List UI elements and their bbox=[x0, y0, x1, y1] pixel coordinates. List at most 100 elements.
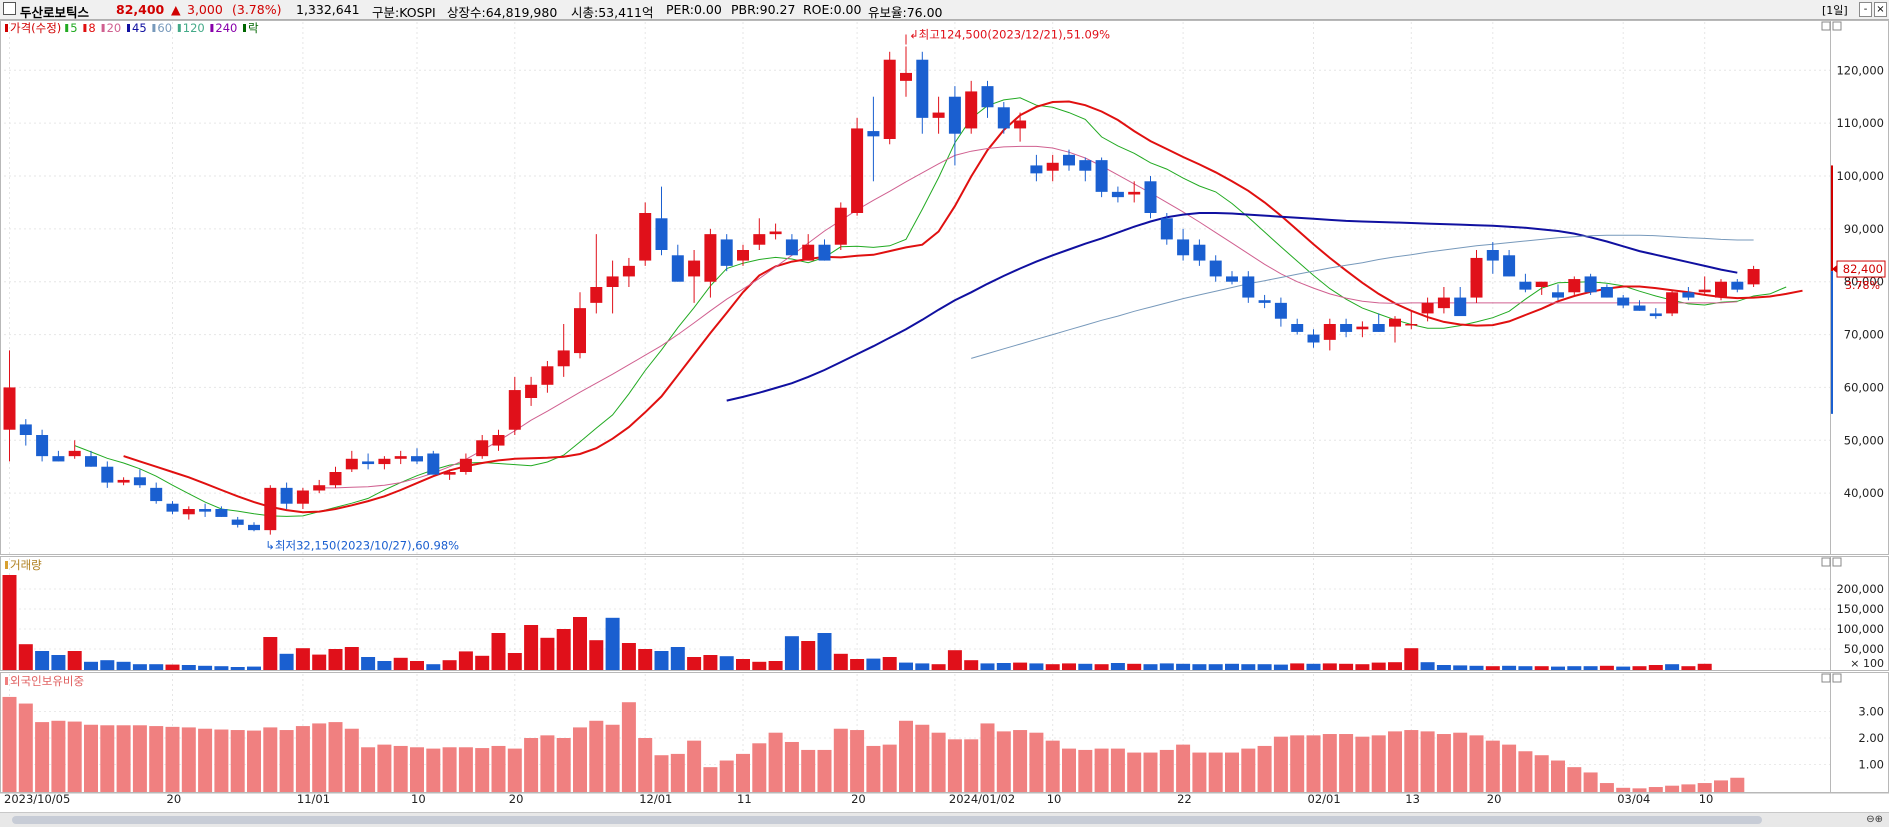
foreign-bar bbox=[1045, 740, 1060, 792]
volume-bar bbox=[393, 657, 408, 670]
foreign-bar bbox=[361, 747, 376, 792]
candle-body bbox=[981, 86, 994, 108]
candle-body bbox=[1568, 279, 1581, 293]
window-menu-icon[interactable] bbox=[3, 2, 16, 15]
price-ytick-label: 110,000 bbox=[1836, 116, 1884, 130]
pbr-value: PBR:90.27 bbox=[731, 2, 796, 17]
candle-body bbox=[753, 234, 766, 245]
foreign-bar bbox=[899, 720, 913, 792]
x-axis-date-label: 22 bbox=[1177, 792, 1192, 806]
candle-body bbox=[655, 218, 668, 250]
candle-body bbox=[215, 509, 228, 517]
candle-body bbox=[508, 390, 521, 430]
price-ytick-label: 90,000 bbox=[1844, 222, 1884, 236]
candle-body bbox=[1715, 281, 1727, 298]
volume-legend-swatch bbox=[5, 561, 8, 569]
volume-ytick-label: 200,000 bbox=[1836, 582, 1884, 596]
candle-body bbox=[362, 461, 375, 465]
foreign-bar bbox=[312, 723, 327, 792]
volume-bar bbox=[1029, 663, 1044, 670]
volume-bar bbox=[1665, 664, 1680, 670]
candle-body bbox=[1340, 324, 1353, 332]
close-icon[interactable]: × bbox=[1874, 2, 1887, 17]
volume-bar bbox=[833, 653, 848, 670]
chart-area[interactable]: 40,000 50,000 60,000 70,000 80,000 90,000 100,… bbox=[0, 20, 1889, 812]
foreign-bar bbox=[51, 720, 66, 792]
candle-body bbox=[834, 207, 847, 245]
zoom-controls[interactable]: ⊖⊕ bbox=[1866, 814, 1883, 825]
price-change: 3,000 bbox=[187, 2, 223, 17]
market-cap: 시총:53,411억 bbox=[571, 5, 654, 20]
foreign-bar bbox=[964, 739, 979, 792]
candle-body bbox=[639, 213, 652, 261]
horizontal-scrollbar[interactable]: ⊖⊕ bbox=[0, 812, 1889, 827]
x-axis-date-label: 10 bbox=[1699, 792, 1714, 806]
foreign-bar bbox=[475, 748, 490, 792]
volume-bar bbox=[1159, 663, 1174, 670]
minimize-icon[interactable]: - bbox=[1859, 2, 1872, 17]
volume-ytick-label: 100,000 bbox=[1836, 622, 1884, 636]
volume-bar bbox=[1273, 664, 1288, 670]
x-axis-date-label: 12/01 bbox=[639, 792, 672, 806]
high-annotation: ↲최고124,500(2023/12/21),51.09% bbox=[909, 28, 1110, 42]
candle-body bbox=[313, 485, 326, 491]
volume-bar bbox=[1436, 665, 1451, 670]
price-ytick-label: 100,000 bbox=[1836, 169, 1884, 183]
volume-bar bbox=[442, 660, 457, 670]
legend-swatch bbox=[101, 24, 105, 32]
volume-bar bbox=[507, 653, 522, 670]
volume-bar bbox=[247, 666, 261, 670]
foreign-bar bbox=[719, 760, 734, 792]
volume-bar bbox=[410, 661, 424, 670]
scrollbar-thumb[interactable] bbox=[12, 816, 1762, 824]
foreign-bar bbox=[1062, 748, 1076, 792]
candle-body bbox=[541, 366, 554, 385]
volume-bar bbox=[1078, 663, 1093, 670]
foreign-bar bbox=[687, 740, 702, 792]
foreign-bar bbox=[556, 738, 571, 792]
volume-bar bbox=[1681, 666, 1696, 670]
volume-bar bbox=[931, 664, 946, 670]
foreign-bar bbox=[638, 738, 653, 792]
roe-value: ROE:0.00 bbox=[803, 2, 862, 17]
candle-body bbox=[1666, 292, 1679, 314]
foreign-bar bbox=[1322, 734, 1337, 792]
foreign-bar bbox=[801, 749, 816, 792]
volume-bar bbox=[915, 663, 930, 670]
foreign-bar bbox=[1404, 730, 1419, 792]
period-selector[interactable]: [1일] bbox=[1822, 4, 1848, 17]
volume-bar bbox=[687, 657, 702, 670]
volume-bar bbox=[784, 636, 799, 670]
volume-bar bbox=[1648, 665, 1663, 670]
stock-name[interactable]: 두산로보틱스 bbox=[20, 5, 90, 20]
volume-bar bbox=[947, 650, 962, 670]
foreign-bar bbox=[1355, 736, 1370, 792]
candle-body bbox=[427, 453, 440, 475]
candle-body bbox=[133, 477, 146, 486]
candle-body bbox=[280, 487, 293, 504]
foreign-bar bbox=[35, 722, 50, 792]
volume-bar bbox=[817, 633, 832, 670]
foreign-bar bbox=[931, 732, 946, 792]
legend-swatch bbox=[5, 24, 8, 32]
volume-bar bbox=[1208, 664, 1223, 670]
foreign-bar bbox=[491, 745, 506, 792]
candle-body bbox=[997, 107, 1010, 129]
candle-body bbox=[1160, 218, 1173, 240]
volume-bar bbox=[1257, 664, 1272, 670]
candle-body bbox=[296, 490, 309, 504]
foreign-bar bbox=[426, 748, 441, 792]
foreign-bar bbox=[784, 741, 799, 792]
candle-body bbox=[1389, 318, 1401, 327]
candle-body bbox=[166, 503, 179, 512]
foreign-bar bbox=[670, 753, 685, 792]
foreign-bar bbox=[1665, 785, 1680, 792]
volume-bar bbox=[1371, 662, 1386, 670]
candle-body bbox=[1242, 276, 1255, 298]
x-axis-date-label: 2024/01/02 bbox=[949, 792, 1015, 806]
foreign-bar bbox=[605, 724, 620, 792]
volume-bar bbox=[670, 647, 685, 670]
volume-bar bbox=[491, 633, 506, 670]
volume-bar bbox=[752, 661, 767, 670]
foreign-bar bbox=[132, 725, 147, 792]
